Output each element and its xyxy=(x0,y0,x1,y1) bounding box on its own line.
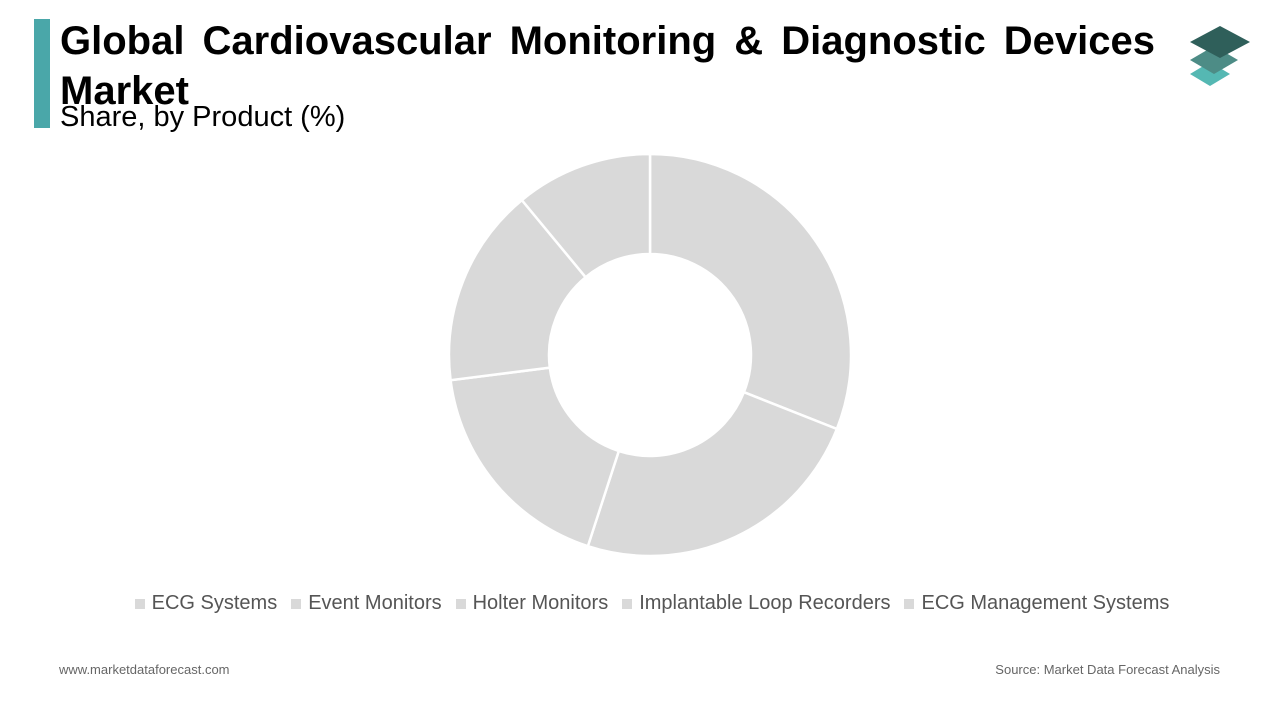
legend-label: Implantable Loop Recorders xyxy=(639,592,891,614)
legend-item: ECG Management Systems xyxy=(904,592,1169,615)
legend-item: Implantable Loop Recorders xyxy=(622,592,890,615)
legend-item: ECG Systems xyxy=(134,592,278,615)
legend-swatch xyxy=(291,598,302,609)
chart-legend: ECG Systems Event Monitors Holter Monitors… xyxy=(0,592,1280,615)
stacked-layers-icon xyxy=(1190,26,1250,86)
footer-website: www.marketdataforecast.com xyxy=(59,662,230,677)
legend-label: ECG Systems xyxy=(151,592,278,614)
legend-swatch xyxy=(904,598,915,609)
legend-label: Holter Monitors xyxy=(472,592,609,614)
donut-slice-implantable-loop-recorders xyxy=(447,198,588,382)
legend-item: Holter Monitors xyxy=(455,592,609,615)
title-accent-bar xyxy=(34,19,50,128)
donut-slice-ecg-management-systems xyxy=(520,152,652,279)
donut-slice-event-monitors xyxy=(586,390,839,558)
donut-chart xyxy=(447,152,853,558)
legend-label: Event Monitors xyxy=(308,592,442,614)
chart-subtitle: Share, by Product (%) xyxy=(60,101,346,133)
legend-label: ECG Management Systems xyxy=(921,592,1170,614)
page-title: Global Cardiovascular Monitoring & Diagn… xyxy=(60,19,1155,113)
legend-item: Event Monitors xyxy=(291,592,442,615)
footer-source: Source: Market Data Forecast Analysis xyxy=(995,662,1220,677)
legend-swatch xyxy=(455,598,466,609)
donut-slice-ecg-systems xyxy=(648,152,853,431)
legend-swatch xyxy=(134,598,145,609)
legend-swatch xyxy=(622,598,633,609)
donut-slice-holter-monitors xyxy=(449,366,621,548)
